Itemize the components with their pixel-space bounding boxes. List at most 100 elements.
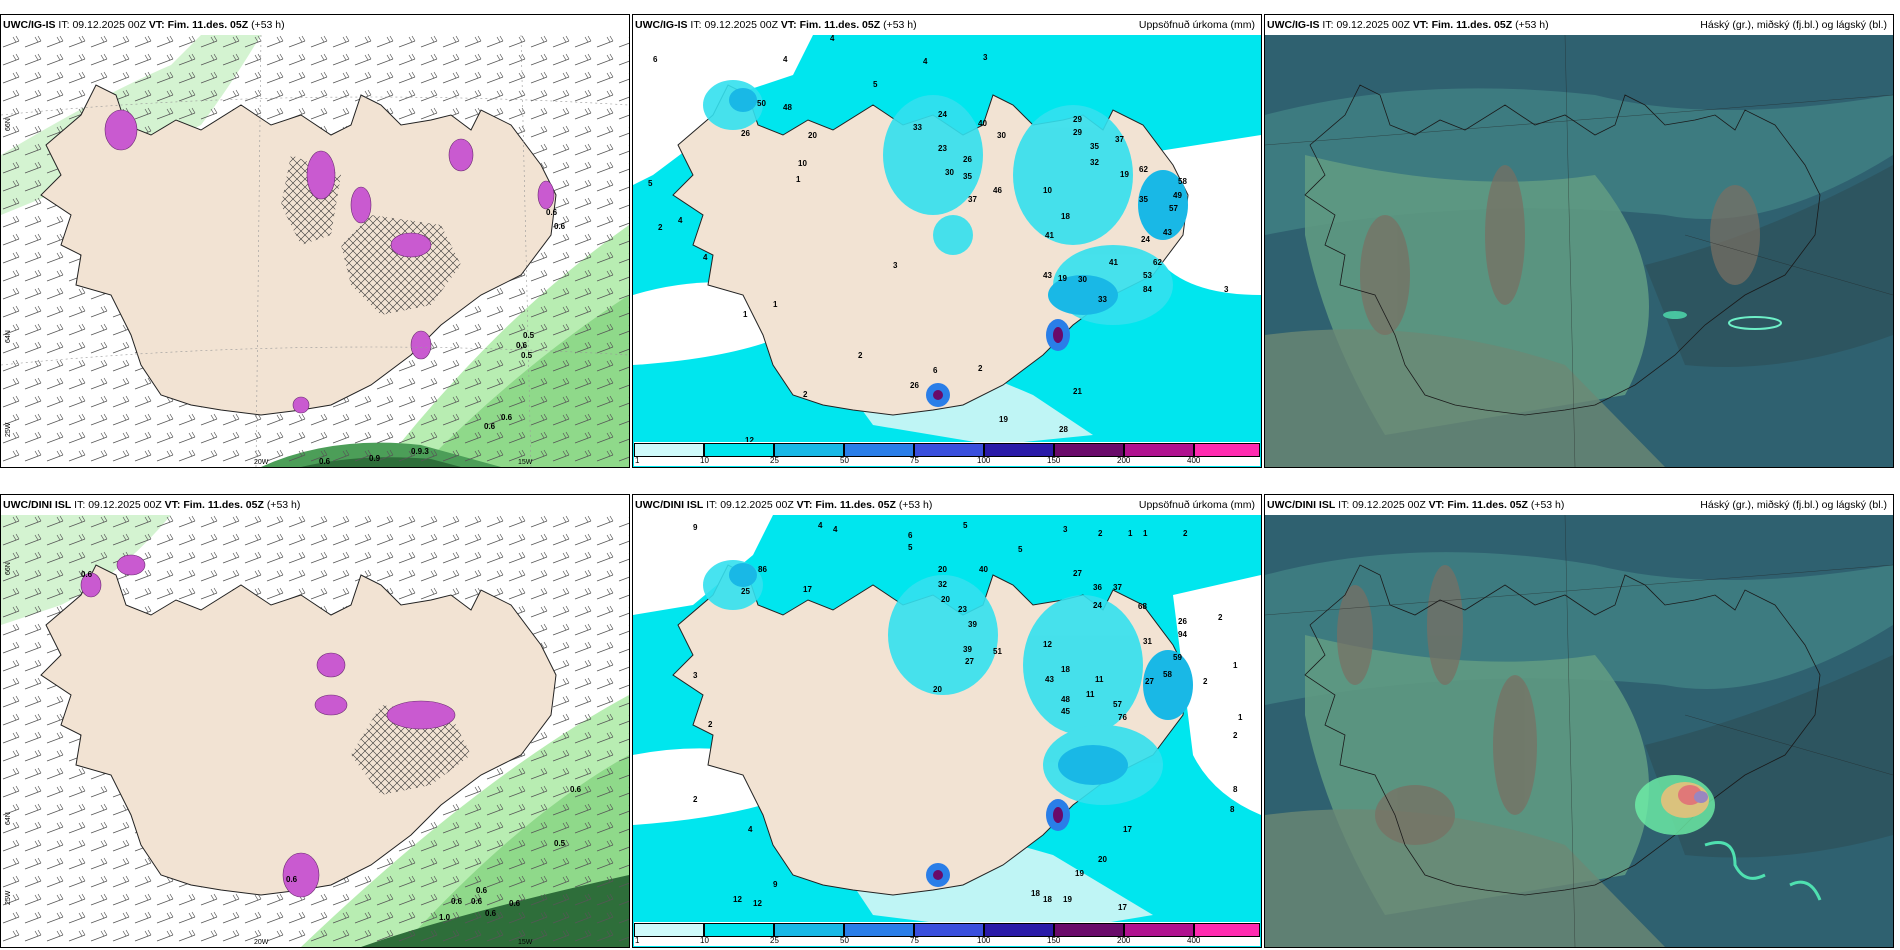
value-label: 1 [1143, 529, 1148, 538]
lat-label: 64N [5, 330, 12, 343]
value-label: 39 [968, 620, 977, 629]
value-label: 18 [1043, 895, 1052, 904]
value-label: 11 [1086, 690, 1095, 699]
colorbar-tick: 200 [1117, 456, 1131, 465]
value-label: 0.6 [554, 222, 566, 231]
colorbar-tick: 150 [1047, 456, 1061, 465]
value-label: 2 [803, 390, 808, 399]
value-label: 0.9 [369, 454, 381, 463]
value-label: 36 [1093, 583, 1102, 592]
wind-map-svg [1, 515, 629, 947]
value-label: 1.0 [439, 913, 451, 922]
value-label: 62 [1139, 165, 1148, 174]
colorbar-swatch [774, 923, 844, 937]
value-label: 4 [833, 525, 838, 534]
value-label: 57 [1113, 700, 1122, 709]
map-area[interactable] [1265, 515, 1893, 947]
value-label: 2 [1183, 529, 1188, 538]
lat-label: 25W [5, 890, 12, 905]
value-label: 50 [757, 99, 766, 108]
map-area[interactable] [1265, 35, 1893, 467]
value-label: 41 [1109, 258, 1118, 267]
value-label: 43 [1163, 228, 1172, 237]
colorbar-tick: 1 [635, 936, 640, 945]
colorbar-swatch [634, 923, 704, 937]
colorbar-tick: 25 [770, 936, 779, 945]
colorbar: 1 10 25 50 75 100 150 200 400 [634, 442, 1260, 466]
value-label: 0.6 [319, 457, 331, 466]
map-area[interactable] [1, 35, 629, 467]
panel-header: UWC/DINI ISL IT: 09.12.2025 00Z VT: Fim.… [1, 495, 629, 515]
value-label: 53 [1143, 271, 1152, 280]
value-label: 4 [678, 216, 683, 225]
value-label: 0.6 [81, 570, 93, 579]
value-label: 19 [1063, 895, 1072, 904]
colorbar-swatch [914, 923, 984, 937]
map-panel-clouds-igis: UWC/IG-IS IT: 09.12.2025 00Z VT: Fim. 11… [1264, 14, 1894, 468]
value-label: 10 [798, 159, 807, 168]
value-label: 29 [1073, 128, 1082, 137]
value-label: 3 [1063, 525, 1068, 534]
colorbar-tick: 10 [700, 456, 709, 465]
lon-label: 15W [518, 459, 533, 466]
panel-header: UWC/DINI ISL IT: 09.12.2025 00Z VT: Fim.… [1265, 495, 1893, 515]
colorbar-tick: 100 [977, 936, 991, 945]
value-label: 0.6 [516, 341, 528, 350]
value-label: 5 [648, 179, 653, 188]
value-label: 12 [745, 436, 754, 445]
value-label: 0.6 [570, 785, 582, 794]
value-label: 84 [1143, 285, 1152, 294]
value-label: 2 [658, 223, 663, 232]
map-panel-wind-snow-igis: UWC/IG-IS IT: 09.12.2025 00Z VT: Fim. 11… [0, 14, 630, 468]
map-area[interactable] [633, 515, 1261, 947]
value-label: 0.5 [523, 331, 535, 340]
value-label: 32 [1090, 158, 1099, 167]
map-panel-precip-igis: UWC/IG-IS IT: 09.12.2025 00Z VT: Fim. 11… [632, 14, 1262, 468]
value-label: 31 [1143, 637, 1152, 646]
lon-label: 20W [254, 459, 269, 466]
colorbar-swatch [704, 923, 774, 937]
value-label: 58 [1163, 670, 1172, 679]
value-label: 27 [965, 657, 974, 666]
value-label: 2 [1218, 613, 1223, 622]
panel-header: UWC/DINI ISL IT: 09.12.2025 00Z VT: Fim.… [633, 495, 1261, 515]
value-label: 43 [1045, 675, 1054, 684]
value-label: 20 [938, 565, 947, 574]
value-label: 35 [1090, 142, 1099, 151]
colorbar-swatch [844, 923, 914, 937]
value-label: 0.6 [501, 413, 513, 422]
value-label: 19 [1058, 274, 1067, 283]
colorbar-tick: 50 [840, 456, 849, 465]
value-label: 23 [958, 605, 967, 614]
value-label: 12 [753, 899, 762, 908]
value-label: 19 [999, 415, 1008, 424]
colorbar-swatch [634, 443, 704, 457]
lat-label: 66N [5, 118, 12, 131]
value-label: 2 [1203, 677, 1208, 686]
lat-label: 25W [5, 422, 12, 437]
colorbar-swatch [1124, 443, 1194, 457]
map-area[interactable] [1, 515, 629, 947]
colorbar-tick: 100 [977, 456, 991, 465]
lat-label: 64N [5, 812, 12, 825]
value-label: 3 [693, 671, 698, 680]
value-label: 33 [1098, 295, 1107, 304]
value-label: 30 [945, 168, 954, 177]
value-label: 5 [963, 521, 968, 530]
value-label: 30 [997, 131, 1006, 140]
value-label: 0.6 [509, 899, 521, 908]
value-label: 68 [1138, 602, 1147, 611]
value-label: 0.6 [471, 897, 483, 906]
value-label: 4 [818, 521, 823, 530]
precip-map-svg [633, 35, 1261, 467]
map-area[interactable] [633, 35, 1261, 467]
value-label: 32 [938, 580, 947, 589]
value-label: 0.5 [521, 351, 533, 360]
value-label: 76 [1118, 713, 1127, 722]
map-panel-precip-dini: UWC/DINI ISL IT: 09.12.2025 00Z VT: Fim.… [632, 494, 1262, 948]
value-label: 0.9.3 [411, 447, 429, 456]
value-label: 1 [1128, 529, 1133, 538]
value-label: 20 [1098, 855, 1107, 864]
value-label: 2 [708, 720, 713, 729]
value-label: 12 [1043, 640, 1052, 649]
